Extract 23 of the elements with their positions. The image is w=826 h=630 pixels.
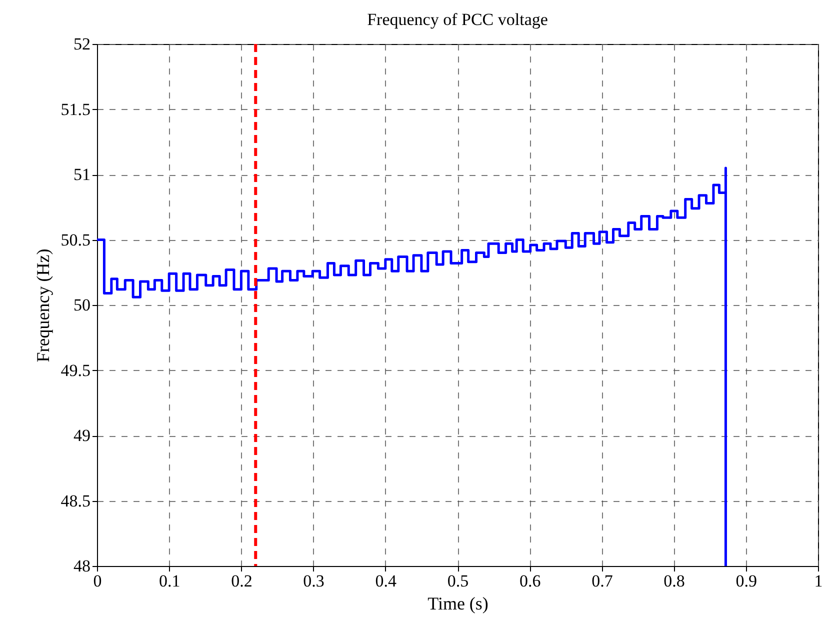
chart-title: Frequency of PCC voltage bbox=[367, 10, 548, 29]
y-tick-label: 51 bbox=[74, 165, 90, 184]
y-tick-label: 49.5 bbox=[60, 360, 90, 380]
x-axis-title: Time (s) bbox=[428, 594, 488, 614]
y-axis-title: Frequency (Hz) bbox=[32, 248, 53, 362]
x-tick-label: 0 bbox=[93, 572, 102, 590]
y-tick-label: 52 bbox=[74, 34, 90, 54]
y-tick-label: 51.5 bbox=[60, 100, 90, 119]
x-tick-label: 1 bbox=[814, 572, 823, 590]
y-tick-label: 49 bbox=[74, 426, 90, 445]
x-tick-label: 0.9 bbox=[736, 572, 758, 590]
y-tick-label: 48 bbox=[74, 556, 90, 576]
x-tick-label: 0.4 bbox=[375, 572, 398, 590]
x-tick-label: 0.3 bbox=[303, 572, 324, 590]
x-tick-label: 0.1 bbox=[158, 572, 180, 590]
y-tick-label: 48.5 bbox=[60, 491, 90, 510]
x-tick-label: 0.6 bbox=[519, 572, 541, 590]
x-tick-label: 0.7 bbox=[592, 572, 614, 590]
x-tick-label: 0.2 bbox=[231, 572, 252, 590]
x-tick-label: 0.5 bbox=[447, 572, 469, 590]
y-tick-label: 50 bbox=[74, 296, 90, 314]
y-tick-label: 50.5 bbox=[60, 230, 90, 250]
x-tick-label: 0.8 bbox=[664, 572, 685, 590]
